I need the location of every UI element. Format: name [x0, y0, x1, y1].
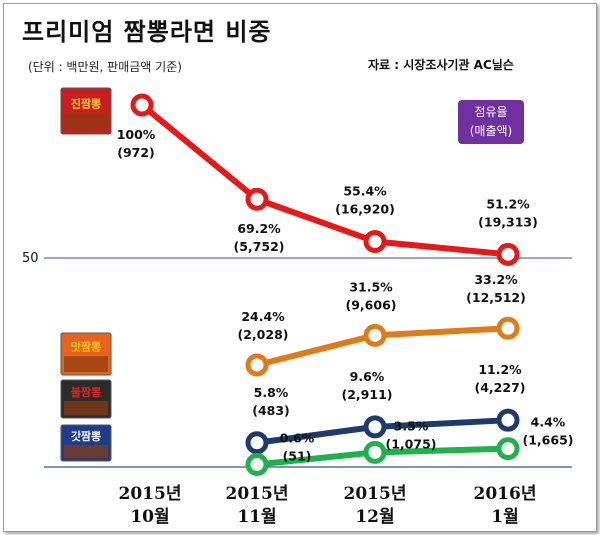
unit-note: (단위 : 백만원, 판매금액 기준) [28, 60, 182, 74]
x-tick-label-year-4: 2016년 [474, 484, 537, 504]
data-label-sales-4-3: (1,075) [386, 436, 437, 451]
data-label-pct-3-4: 11.2% [478, 362, 522, 377]
data-point-1-3 [363, 229, 387, 253]
data-label-pct-3-3: 9.6% [350, 369, 385, 384]
data-label-pct-3-2: 5.8% [254, 385, 289, 400]
data-label-pct-2-2: 24.4% [241, 309, 285, 324]
x-tick-label-month-1: 10월 [130, 507, 169, 527]
x-tick-label-year-2: 2015년 [226, 484, 289, 504]
data-label-sales-2-3: (9,606) [346, 297, 397, 312]
data-label-pct-1-4: 51.2% [486, 196, 530, 211]
product-package-label-2: 맛짬뽕 [71, 340, 101, 354]
data-label-sales-3-3: (2,911) [342, 387, 393, 402]
series-line-1 [140, 102, 509, 258]
product-package-label-4: 갓짬뽕 [71, 429, 101, 443]
product-package-photo-4 [64, 444, 108, 459]
source-note: 자료 : 시장조사기관 AC닐슨 [368, 58, 514, 72]
data-point-1-2 [245, 187, 269, 211]
x-tick-label-month-2: 11월 [237, 507, 276, 527]
product-package-label-3: 불짬뽕 [71, 385, 101, 399]
product-package-photo-2 [64, 356, 108, 373]
data-point-4-2 [245, 452, 269, 476]
data-label-pct-1-2: 69.2% [237, 221, 281, 236]
data-label-sales-4-4: (1,665) [523, 433, 574, 448]
x-tick-label-year-3: 2015년 [344, 484, 407, 504]
data-point-4-4 [496, 437, 520, 461]
data-label-pct-4-3: 3.5% [394, 418, 429, 433]
data-label-sales-1-4: (19,313) [478, 214, 538, 229]
product-package-photo-3 [64, 400, 108, 416]
data-label-sales-1-2: (5,752) [234, 239, 285, 254]
data-label-sales-3-4: (4,227) [475, 380, 526, 395]
data-label-sales-1-1: (972) [117, 145, 155, 160]
data-point-3-2 [245, 431, 269, 455]
x-tick-label-month-3: 12월 [355, 507, 394, 527]
data-point-1-1 [130, 93, 154, 117]
data-label-sales-3-2: (483) [252, 403, 290, 418]
data-label-pct-1-3: 55.4% [343, 183, 387, 198]
badge-line-1: 점유율 [474, 105, 508, 119]
data-label-sales-1-3: (16,920) [335, 201, 395, 216]
data-point-4-3 [363, 440, 387, 464]
data-point-3-4 [496, 408, 520, 432]
share-badge: 점유율 (매출액) [458, 100, 524, 144]
data-label-pct-4-2: 0.6% [280, 430, 315, 445]
badge-line-2: (매출액) [469, 124, 513, 138]
data-label-sales-2-4: (12,512) [466, 290, 526, 305]
x-tick-label-month-4: 1월 [491, 507, 518, 527]
product-package-photo-1 [64, 113, 108, 131]
data-label-pct-2-4: 33.2% [474, 272, 518, 287]
data-label-pct-4-4: 4.4% [531, 415, 566, 430]
data-label-pct-1-1: 100% [117, 127, 156, 142]
product-package-label-1: 진짬뽕 [71, 96, 101, 110]
data-point-3-3 [363, 415, 387, 439]
data-point-2-2 [245, 353, 269, 377]
reference-line-label: 50 [22, 251, 39, 266]
chart-title: 프리미엄 짬뽕라면 비중 [22, 18, 272, 46]
data-point-2-4 [496, 316, 520, 340]
data-label-sales-2-2: (2,028) [238, 327, 289, 342]
data-label-pct-2-3: 31.5% [349, 279, 393, 294]
x-tick-label-year-1: 2015년 [119, 484, 182, 504]
data-point-2-3 [363, 323, 387, 347]
data-label-sales-4-2: (51) [283, 448, 312, 463]
data-point-1-4 [496, 242, 520, 266]
